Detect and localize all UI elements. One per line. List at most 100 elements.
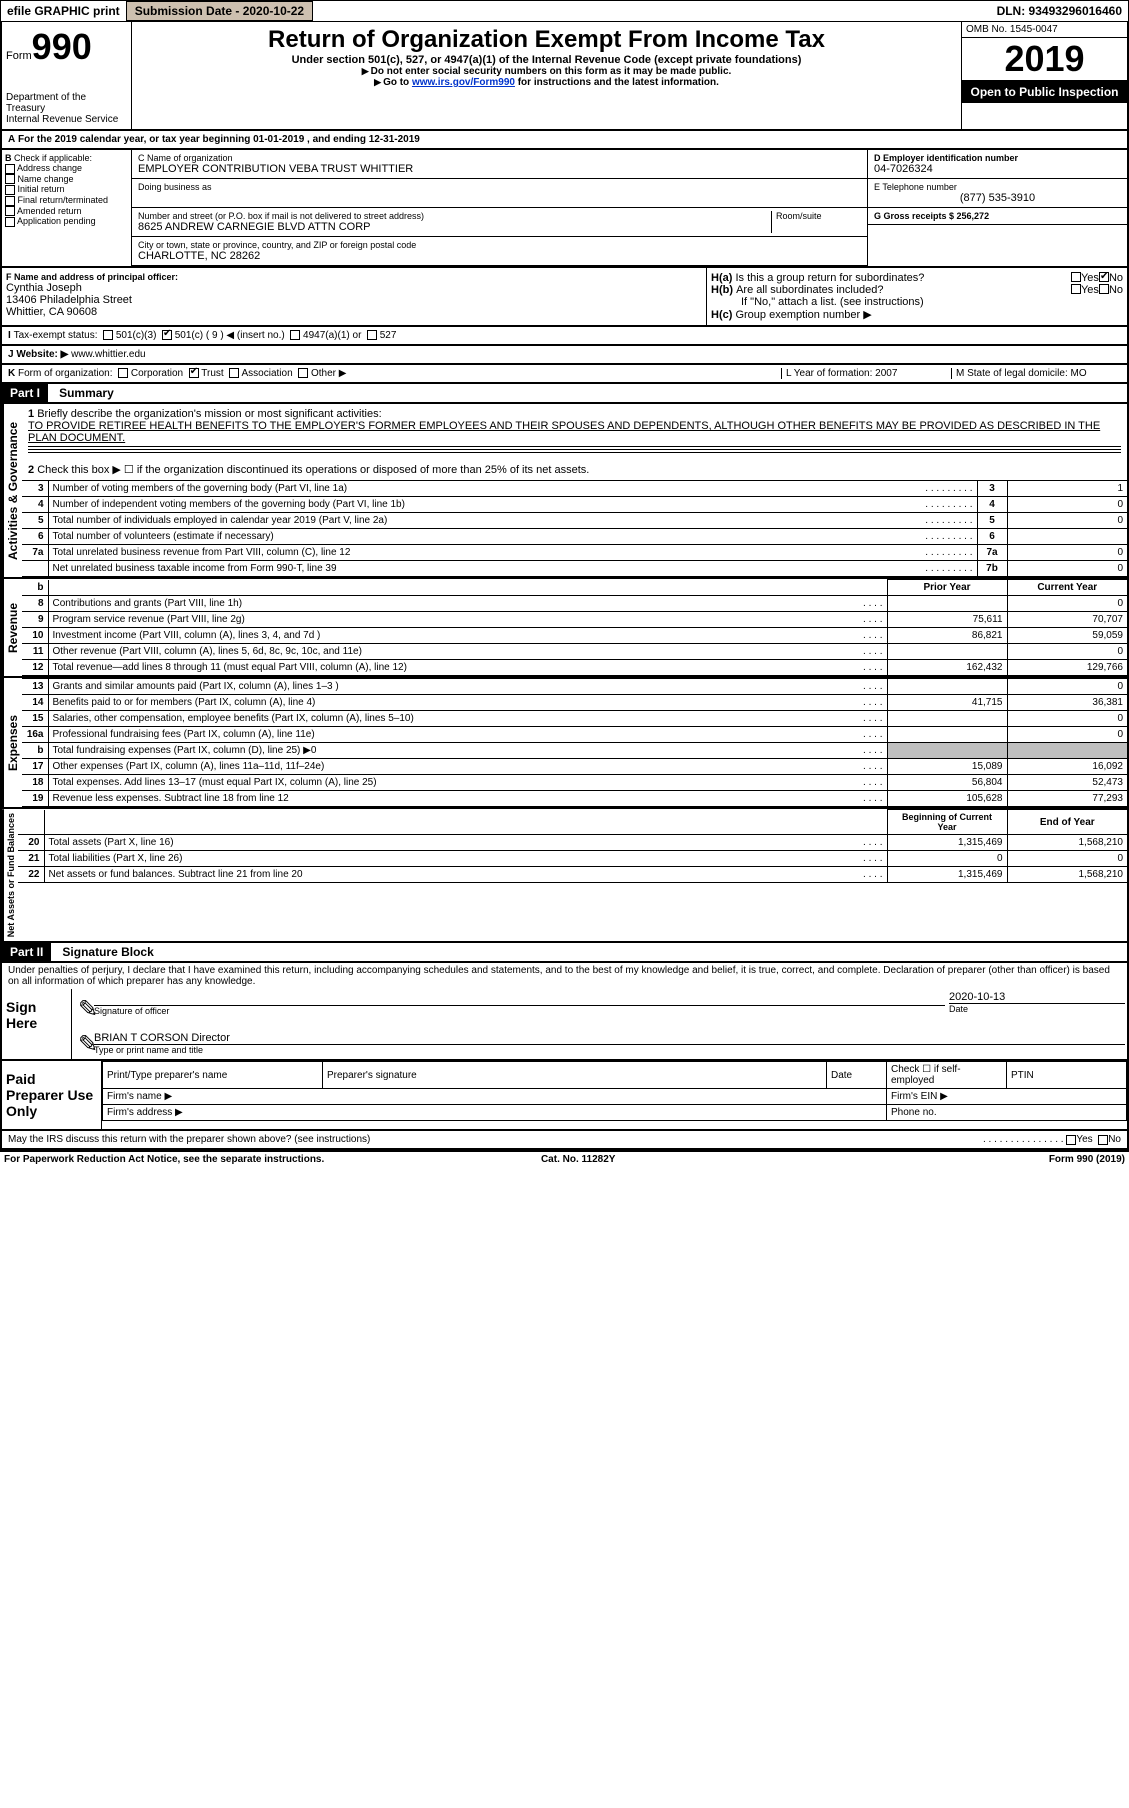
summary-block: Activities & Governance 1 Briefly descri… [0, 404, 1129, 579]
efile-label: efile GRAPHIC print [1, 2, 126, 20]
table-row: 6Total number of volunteers (estimate if… [22, 529, 1127, 545]
open-inspection: Open to Public Inspection [962, 81, 1127, 103]
date-label: Date [949, 1003, 1125, 1014]
discuss-no-checkbox[interactable] [1098, 1135, 1108, 1145]
city-state-zip: CHARLOTTE, NC 28262 [138, 250, 861, 262]
f-h-block: F Name and address of principal officer:… [0, 268, 1129, 327]
address-change-checkbox[interactable] [5, 164, 15, 174]
table-row: 16aProfessional fundraising fees (Part I… [22, 727, 1127, 743]
netassets-table: Beginning of Current Year End of Year 20… [18, 809, 1127, 883]
table-row: 7aTotal unrelated business revenue from … [22, 545, 1127, 561]
revenue-block: Revenue b Prior Year Current Year 8Contr… [0, 579, 1129, 678]
phone-label: Phone no. [887, 1105, 1127, 1121]
part2-title: Signature Block [54, 945, 153, 959]
final-return-checkbox[interactable] [5, 196, 15, 206]
addr-label: Number and street (or P.O. box if mail i… [138, 211, 771, 221]
table-row: 21Total liabilities (Part X, line 26). .… [18, 851, 1127, 867]
submission-date-button[interactable]: Submission Date - 2020-10-22 [126, 1, 313, 21]
prior-year-hdr: Prior Year [887, 580, 1007, 596]
501c-checkbox[interactable] [162, 330, 172, 340]
table-row: 10Investment income (Part VIII, column (… [22, 628, 1127, 644]
table-row: 22Net assets or fund balances. Subtract … [18, 867, 1127, 883]
paid-preparer-label: Paid Preparer Use Only [2, 1061, 102, 1129]
form-number: 990 [32, 26, 92, 67]
table-row: bTotal fundraising expenses (Part IX, co… [22, 743, 1127, 759]
c-name-label: C Name of organization [138, 153, 861, 163]
sign-here-block: Sign Here ✎ Signature of officer 2020-10… [0, 989, 1129, 1061]
initial-return-checkbox[interactable] [5, 185, 15, 195]
ha-yes-checkbox[interactable] [1071, 272, 1081, 282]
table-row: 3Number of voting members of the governi… [22, 481, 1127, 497]
g-receipts: G Gross receipts $ 256,272 [874, 211, 989, 221]
f-label: F Name and address of principal officer: [6, 272, 178, 282]
501c3-checkbox[interactable] [103, 330, 113, 340]
table-row: 9Program service revenue (Part VIII, lin… [22, 612, 1127, 628]
part1-label: Part I [2, 384, 48, 402]
amended-return-checkbox[interactable] [5, 206, 15, 216]
table-row: 8Contributions and grants (Part VIII, li… [22, 596, 1127, 612]
e-phone-label: E Telephone number [874, 182, 1121, 192]
irs-label: Internal Revenue Service [6, 114, 127, 125]
firm-addr-label: Firm's address ▶ [103, 1105, 887, 1121]
sig-officer-label: Signature of officer [94, 1005, 945, 1016]
vlabel-exp: Expenses [2, 678, 22, 807]
ptin-label: PTIN [1007, 1062, 1127, 1089]
j-row: J Website: ▶ www.whittier.edu [0, 346, 1129, 365]
expenses-block: Expenses 13Grants and similar amounts pa… [0, 678, 1129, 809]
i-label: Tax-exempt status: [14, 330, 98, 341]
prep-name-label: Print/Type preparer's name [103, 1062, 323, 1089]
prep-sig-label: Preparer's signature [323, 1062, 827, 1089]
ha-no-checkbox[interactable] [1099, 272, 1109, 282]
form-title: Return of Organization Exempt From Incom… [136, 26, 957, 54]
4947-checkbox[interactable] [290, 330, 300, 340]
l-year: L Year of formation: 2007 [781, 368, 951, 379]
form-version: Form 990 (2019) [1049, 1154, 1125, 1165]
firm-name-label: Firm's name ▶ [103, 1089, 887, 1105]
vlabel-rev: Revenue [2, 579, 22, 676]
tax-year: 2019 [962, 38, 1127, 81]
hb-label: Are all subordinates included? [736, 284, 1071, 296]
instructions-link[interactable]: www.irs.gov/Form990 [412, 77, 515, 88]
part1-bar: Part I Summary [0, 384, 1129, 404]
corp-checkbox[interactable] [118, 368, 128, 378]
expenses-table: 13Grants and similar amounts paid (Part … [22, 678, 1127, 807]
trust-checkbox[interactable] [189, 368, 199, 378]
boy-hdr: Beginning of Current Year [887, 810, 1007, 835]
sign-date: 2020-10-13 [949, 991, 1125, 1003]
eoy-hdr: End of Year [1007, 810, 1127, 835]
vlabel-net: Net Assets or Fund Balances [2, 809, 18, 941]
name-change-checkbox[interactable] [5, 174, 15, 184]
527-checkbox[interactable] [367, 330, 377, 340]
page-footer: For Paperwork Reduction Act Notice, see … [0, 1150, 1129, 1167]
application-pending-checkbox[interactable] [5, 217, 15, 227]
table-row: 14Benefits paid to or for members (Part … [22, 695, 1127, 711]
l1-label: Briefly describe the organization's miss… [37, 408, 381, 420]
city-label: City or town, state or province, country… [138, 240, 861, 250]
table-row: 18Total expenses. Add lines 13–17 (must … [22, 775, 1127, 791]
discuss-yes-checkbox[interactable] [1066, 1135, 1076, 1145]
table-row: 5Total number of individuals employed in… [22, 513, 1127, 529]
mission-text: TO PROVIDE RETIREE HEALTH BENEFITS TO TH… [28, 420, 1100, 444]
revenue-table: b Prior Year Current Year 8Contributions… [22, 579, 1127, 676]
hb-yes-checkbox[interactable] [1071, 284, 1081, 294]
part2-bar: Part II Signature Block [0, 943, 1129, 963]
current-year-hdr: Current Year [1007, 580, 1127, 596]
i-row: I Tax-exempt status: 501(c)(3) 501(c) ( … [0, 327, 1129, 346]
officer-name: Cynthia Joseph [6, 282, 702, 294]
prep-selfemp: Check ☐ if self-employed [887, 1062, 1007, 1089]
other-checkbox[interactable] [298, 368, 308, 378]
hb-no-checkbox[interactable] [1099, 284, 1109, 294]
k-label: Form of organization: [18, 368, 113, 379]
room-label: Room/suite [776, 211, 861, 221]
preparer-table: Print/Type preparer's name Preparer's si… [102, 1061, 1127, 1121]
goto-suffix: for instructions and the latest informat… [515, 77, 719, 88]
vlabel-gov: Activities & Governance [2, 404, 22, 577]
table-row: 4Number of independent voting members of… [22, 497, 1127, 513]
sign-here-label: Sign Here [2, 989, 72, 1059]
table-row: 12Total revenue—add lines 8 through 11 (… [22, 660, 1127, 676]
street-address: 8625 ANDREW CARNEGIE BLVD ATTN CORP [138, 221, 771, 233]
identity-block: B Check if applicable: Address change Na… [0, 150, 1129, 268]
ssn-note: Do not enter social security numbers on … [371, 66, 732, 77]
assoc-checkbox[interactable] [229, 368, 239, 378]
website-value: www.whittier.edu [71, 349, 145, 360]
